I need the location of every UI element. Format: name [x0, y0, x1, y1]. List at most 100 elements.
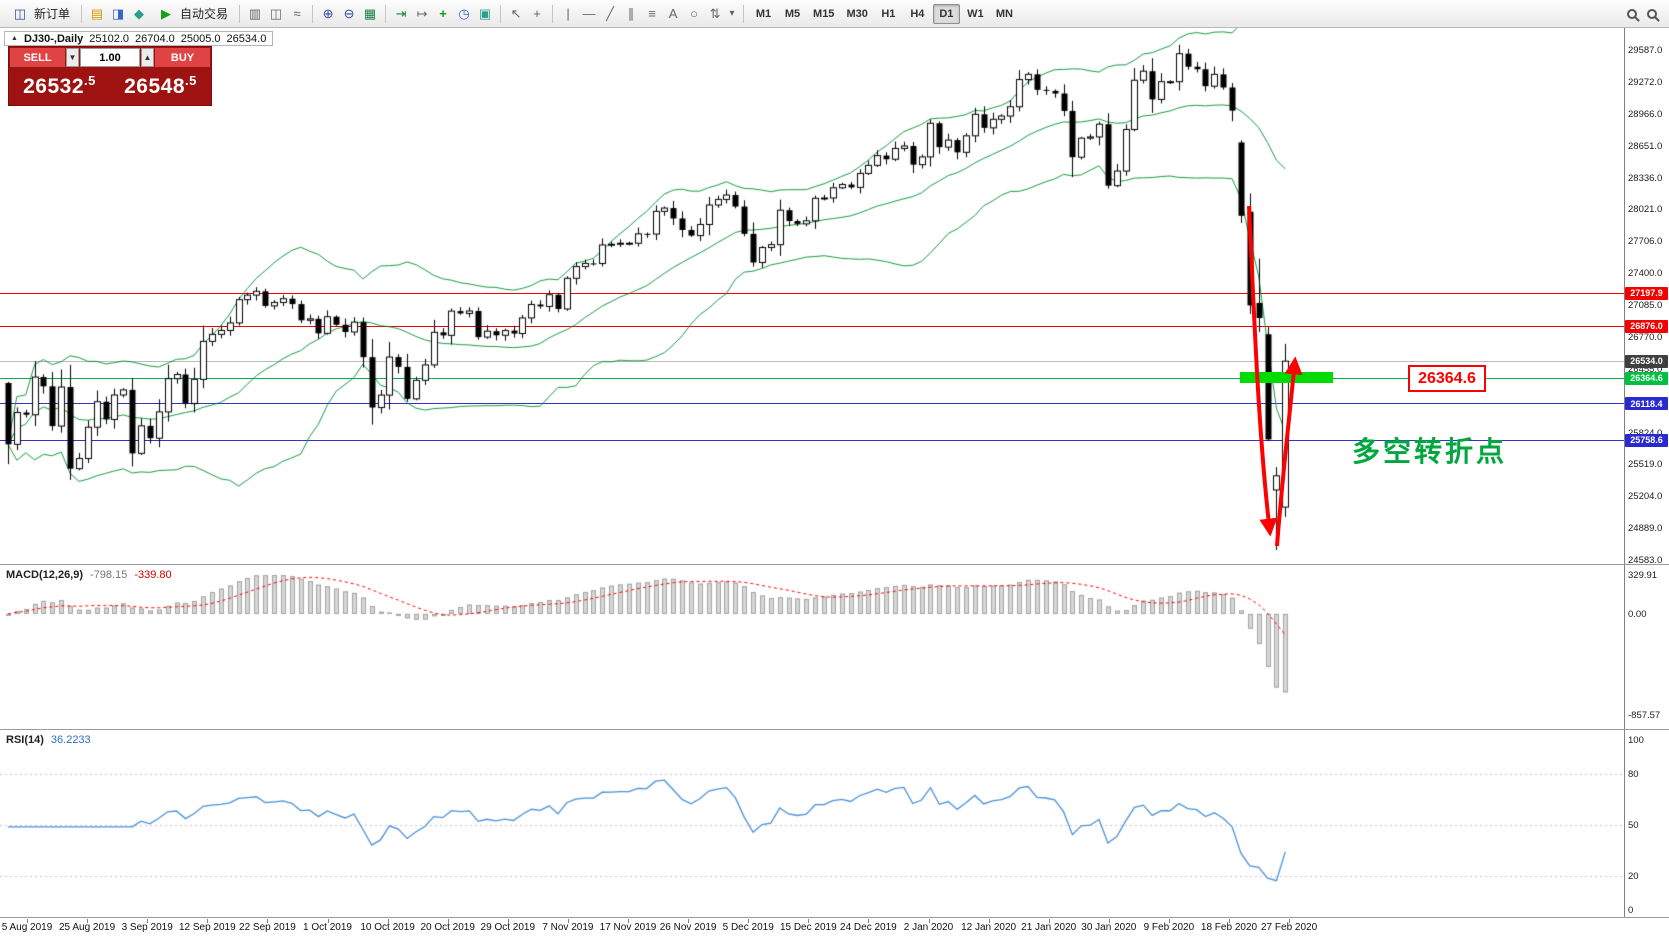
- rsi-pane-separator[interactable]: [0, 729, 1669, 730]
- navigator-icon[interactable]: ◆: [134, 5, 145, 21]
- timeframe-m5[interactable]: M5: [779, 4, 806, 24]
- time-axis-label: 22 Sep 2019: [239, 922, 296, 933]
- channel-icon[interactable]: ∥: [627, 5, 635, 21]
- buy-price: 26548.5: [124, 73, 197, 98]
- time-axis-label: 12 Sep 2019: [178, 922, 236, 933]
- price-axis-label: 24583.0: [1628, 555, 1663, 566]
- time-axis-label: 1 Oct 2019: [303, 922, 352, 933]
- chart-shift-icon[interactable]: ↦: [416, 5, 428, 21]
- bar-chart-icon[interactable]: ▥: [248, 5, 262, 21]
- collapse-icon[interactable]: ▲: [11, 35, 18, 42]
- timeframe-m30[interactable]: M30: [841, 4, 872, 24]
- macd-main-value: -798.15: [90, 569, 128, 581]
- toolbar-separator: [500, 4, 502, 23]
- horizontal-line-icon[interactable]: —: [582, 6, 596, 21]
- support-zone-highlight[interactable]: [1240, 372, 1333, 383]
- timeframe-d1[interactable]: D1: [932, 3, 960, 24]
- macd-name: MACD(12,26,9): [6, 569, 84, 581]
- time-axis-label: 30 Jan 2020: [1081, 922, 1137, 933]
- time-axis-label: 15 Dec 2019: [779, 922, 837, 933]
- auto-scroll-icon[interactable]: ⇥: [395, 5, 407, 21]
- search-icon[interactable]: [1627, 8, 1637, 19]
- rsi-header: RSI(14) 36.2233: [6, 734, 91, 746]
- ohlc-low: 25005.0: [180, 32, 221, 45]
- chart-header: ▲ DJ30-,Daily 25102.0 26704.0 25005.0 26…: [4, 31, 274, 46]
- rsi-axis-label: 80: [1628, 769, 1639, 780]
- macd-pane-separator[interactable]: [0, 564, 1669, 565]
- turning-point-annotation[interactable]: 多空转折点: [1352, 436, 1508, 467]
- volume-decrease-button[interactable]: ▼: [66, 48, 79, 67]
- trendline-icon[interactable]: ╱: [606, 5, 614, 21]
- fibonacci-icon[interactable]: ≡: [648, 6, 656, 21]
- indicators-icon[interactable]: +: [439, 6, 447, 21]
- sell-button[interactable]: SELL: [10, 48, 65, 67]
- zoom-in-icon[interactable]: ⊕: [322, 5, 334, 21]
- toolbar-separator: [743, 4, 745, 23]
- price-axis-column[interactable]: [1624, 28, 1669, 918]
- symbol-period-label: DJ30-,Daily: [23, 32, 84, 45]
- new-order-button[interactable]: ◫ 新订单: [4, 3, 76, 25]
- timeframe-h1[interactable]: H1: [875, 4, 902, 24]
- price-level-callout[interactable]: 26364.6: [1408, 365, 1486, 392]
- rsi-axis-label: 0: [1628, 905, 1634, 916]
- chevron-down-icon[interactable]: ▾: [729, 8, 735, 19]
- shapes-icon[interactable]: ○: [690, 6, 698, 21]
- price-tag-26876.0: 26876.0: [1625, 319, 1668, 333]
- volume-input[interactable]: [80, 48, 140, 67]
- auto-trading-button[interactable]: ▶ 自动交易: [150, 3, 234, 25]
- timeframe-w1[interactable]: W1: [962, 4, 989, 24]
- price-axis-label: 29272.0: [1628, 76, 1663, 88]
- macd-axis-label: 0.00: [1628, 608, 1647, 620]
- time-axis-label: 24 Dec 2019: [840, 922, 897, 933]
- toolbar-separator: [81, 4, 83, 23]
- auto-trading-label: 自动交易: [180, 7, 229, 21]
- line-chart-icon[interactable]: ≈: [293, 6, 301, 21]
- time-tick: [207, 919, 209, 923]
- time-axis-label: 2 Jan 2020: [903, 922, 954, 933]
- price-chart-canvas[interactable]: [0, 28, 1624, 565]
- text-icon[interactable]: A: [668, 6, 678, 21]
- buy-button[interactable]: BUY: [155, 48, 210, 67]
- tile-windows-icon[interactable]: ▦: [363, 5, 377, 21]
- time-tick: [1289, 919, 1291, 923]
- order-prices-row: 26532.5 26548.5: [9, 68, 211, 104]
- macd-chart-canvas[interactable]: [0, 565, 1624, 730]
- time-tick: [1048, 919, 1050, 923]
- timeframe-mn[interactable]: MN: [991, 4, 1018, 24]
- time-axis-label: 5 Aug 2019: [1, 922, 53, 933]
- rsi-chart-canvas[interactable]: [0, 730, 1624, 918]
- market-watch-icon[interactable]: ▤: [90, 5, 104, 21]
- volume-increase-button[interactable]: ▲: [141, 48, 154, 67]
- one-click-trading-panel: SELL ▼ ▲ BUY 26532.5 26548.5: [8, 46, 212, 106]
- macd-signal-value: -339.80: [134, 569, 172, 581]
- time-axis-label: 29 Oct 2019: [480, 922, 536, 933]
- zoom-out-icon[interactable]: ⊖: [343, 5, 355, 21]
- time-tick: [628, 919, 629, 923]
- time-axis-separator: [0, 917, 1669, 918]
- price-axis-label: 28336.0: [1628, 172, 1663, 184]
- timeframe-h4[interactable]: H4: [904, 4, 931, 24]
- candlestick-chart-icon[interactable]: ◫: [269, 5, 283, 21]
- cursor-icon[interactable]: ↖: [510, 5, 522, 21]
- time-axis-label: 9 Feb 2020: [1143, 922, 1195, 933]
- periods-icon[interactable]: ◷: [458, 5, 470, 21]
- time-axis-label: 25 Aug 2019: [59, 922, 116, 933]
- rsi-axis-label: 100: [1628, 735, 1644, 746]
- time-tick: [868, 919, 870, 923]
- toolbar: ◫ 新订单 ▤ ◨ ◆ ▶ 自动交易 ▥ ◫ ≈ ⊕ ⊖ ▦ ⇥ ↦ + ◷ ▣…: [0, 0, 1669, 28]
- templates-icon[interactable]: ▣: [478, 5, 492, 21]
- crosshair-icon[interactable]: +: [533, 6, 541, 21]
- rsi-axis-label: 50: [1628, 820, 1639, 831]
- timeframe-m15[interactable]: M15: [808, 4, 839, 24]
- timeframe-m1[interactable]: M1: [750, 4, 777, 24]
- time-axis-label: 21 Jan 2020: [1021, 922, 1077, 933]
- macd-axis-label: 329.91: [1628, 570, 1658, 581]
- rsi-axis-label: 20: [1628, 871, 1639, 882]
- data-window-icon[interactable]: ◨: [111, 5, 125, 21]
- arrows-icon[interactable]: ⇅: [709, 5, 721, 21]
- magnifier-icon[interactable]: [1647, 8, 1657, 19]
- price-axis-label: 24889.0: [1628, 523, 1663, 535]
- time-tick: [567, 919, 569, 923]
- vertical-line-icon[interactable]: |: [566, 6, 570, 21]
